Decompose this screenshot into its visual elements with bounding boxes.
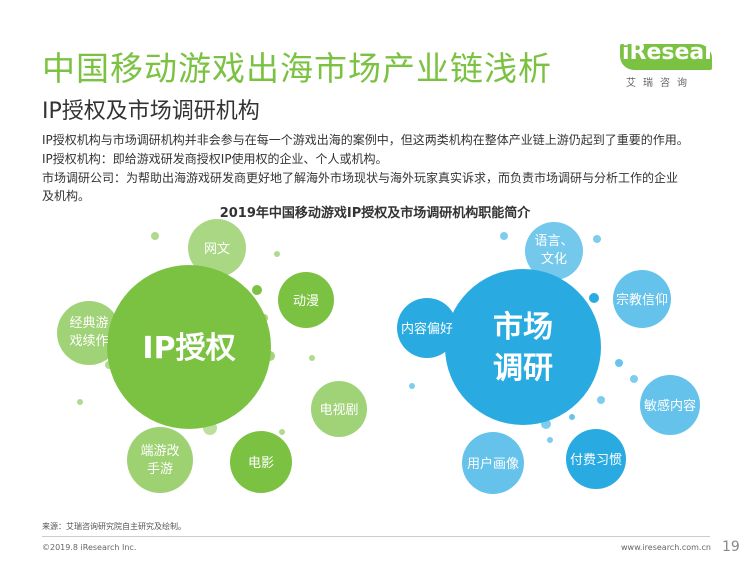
page-title: 中国移动游戏出海市场产业链浅析 [42, 49, 552, 88]
left-satellites [57, 219, 367, 493]
satellite-payment-habits [566, 429, 626, 489]
website: www.iresearch.com.cn [621, 543, 711, 552]
diagram-title: 2019年中国移动游戏IP授权及市场调研机构职能简介 [219, 206, 531, 221]
footer-divider [42, 536, 710, 537]
satellite-religion [613, 270, 671, 328]
logo-chinese-name: 艾瑞咨询 [626, 78, 694, 89]
page-subtitle: IP授权及市场调研机构 [42, 99, 260, 124]
page-number: 19 [722, 539, 740, 555]
logo-word: iResearch [622, 40, 744, 65]
market-research-hub-label-2: 调研 [493, 351, 553, 386]
label-web-novel: 网文 [204, 242, 230, 257]
label-pc-to-mobile-1: 端游改 [140, 444, 179, 459]
satellite-classic-sequel [57, 301, 121, 365]
label-payment-habits: 付费习惯 [570, 452, 622, 468]
logo-background [620, 44, 712, 70]
market-research-hub [445, 269, 601, 425]
market-research-hub-label-1: 市场 [493, 310, 553, 345]
label-movie: 电影 [248, 456, 274, 471]
iresearch-logo: iResearch 艾瑞咨询 [620, 40, 744, 92]
intro-line-3: 市场调研公司：为帮助出海游戏研发商更好地了解海外市场现状与海外玩家真实诉求，而负… [42, 171, 679, 185]
satellite-web-novel [188, 219, 246, 277]
satellite-content-pref [397, 298, 457, 358]
satellite-user-profile [462, 432, 524, 494]
ip-license-hub-label: IP授权 [142, 331, 235, 366]
satellite-language-culture [525, 222, 583, 280]
label-religion: 宗教信仰 [616, 292, 668, 308]
label-tv-drama: 电视剧 [319, 403, 358, 418]
label-language-1: 语言、 [534, 234, 573, 249]
source-note: 来源：艾瑞咨询研究院自主研究及绘制。 [42, 522, 186, 531]
satellite-movie [230, 431, 292, 493]
label-anime: 动漫 [293, 294, 319, 309]
label-language-2: 文化 [541, 252, 567, 267]
label-classic-sequel-2: 戏续作 [69, 334, 108, 349]
intro-line-4: 及机构。 [42, 189, 91, 203]
right-satellites [397, 222, 700, 494]
label-content-pref: 内容偏好 [401, 321, 453, 337]
ip-license-hub [107, 265, 271, 429]
intro-line-1: IP授权机构与市场调研机构并非会参与在每一个游戏出海的案例中，但这两类机构在整体… [42, 133, 689, 147]
copyright: ©2019.8 iResearch Inc. [42, 543, 137, 552]
intro-line-2: IP授权机构：即给游戏研发商授权IP使用权的企业、个人或机构。 [42, 152, 388, 166]
satellite-tv-drama [311, 381, 367, 437]
label-pc-to-mobile-2: 手游 [147, 462, 173, 477]
label-classic-sequel-1: 经典游 [69, 316, 108, 331]
satellite-anime [278, 272, 334, 328]
label-sensitive-content: 敏感内容 [644, 398, 696, 414]
satellite-pc-to-mobile [127, 427, 193, 493]
label-user-profile: 用户画像 [467, 456, 519, 472]
satellite-sensitive-content [640, 375, 700, 435]
